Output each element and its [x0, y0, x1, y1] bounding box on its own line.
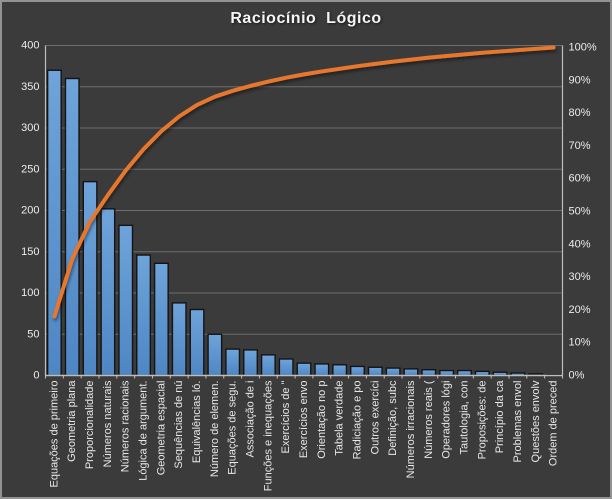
axis-labels: 0 50 100 150 200 250 300 350 400 0% 10% 20% 30% 40% 50…: [21, 40, 597, 492]
frequency-bar[interactable]: [136, 254, 152, 377]
category-label: Definição, subc: [387, 380, 399, 456]
frequency-bar[interactable]: [456, 369, 472, 377]
category-label: Ordem de preced: [548, 381, 560, 467]
frequency-bar[interactable]: [171, 302, 187, 377]
cumulative-line[interactable]: [52, 45, 556, 319]
category-label: Exercícios de ": [280, 380, 292, 453]
bar-series[interactable]: [46, 69, 562, 377]
category-label: Tautologia, con: [458, 380, 470, 454]
right-axis-tick-label: 70%: [569, 140, 591, 152]
category-label: Equações de segu.: [227, 381, 239, 475]
category-label: Orientação no p: [316, 381, 328, 459]
frequency-bar[interactable]: [314, 363, 330, 377]
left-axis-tick-label: 150: [21, 246, 39, 258]
left-axis-tick-label: 50: [27, 328, 39, 340]
frequency-bar[interactable]: [439, 369, 455, 377]
category-label: Questões envolv: [530, 380, 542, 462]
cumulative-line-series[interactable]: [52, 45, 556, 319]
frequency-bar[interactable]: [207, 333, 223, 377]
frequency-bar[interactable]: [296, 362, 312, 377]
frequency-bar[interactable]: [100, 208, 116, 377]
right-axis-tick-label: 0%: [569, 370, 585, 382]
category-label: Geometria espacial: [155, 381, 167, 476]
category-label: Problemas envol: [512, 381, 524, 463]
category-label: Números naturais: [102, 380, 114, 467]
left-axis-tick-label: 200: [21, 205, 39, 217]
category-label: Funções e inequações: [262, 380, 274, 491]
left-axis-tick-label: 400: [21, 40, 39, 52]
category-label: Operadores lógi: [441, 381, 453, 459]
left-axis-tick-label: 350: [21, 81, 39, 93]
right-axis-tick-label: 60%: [569, 173, 591, 185]
right-axis-tick-label: 30%: [569, 271, 591, 283]
frequency-bar[interactable]: [385, 367, 401, 377]
frequency-bar[interactable]: [367, 366, 383, 377]
category-label: Princípio da ca: [494, 380, 506, 454]
left-axis-tick-label: 300: [21, 122, 39, 134]
category-label: Tabela verdade: [334, 381, 346, 456]
frequency-bar[interactable]: [421, 369, 437, 377]
frequency-bar[interactable]: [46, 69, 62, 377]
left-axis-tick-label: 0: [33, 370, 39, 382]
frequency-bar[interactable]: [243, 349, 258, 377]
category-label: Número de elemen.: [209, 381, 221, 478]
frequency-bar[interactable]: [260, 354, 276, 377]
chart-title: Raciocínio Lógico: [230, 10, 382, 27]
left-axis-tick-label: 100: [21, 287, 39, 299]
frequency-bar[interactable]: [225, 348, 241, 377]
frequency-bar[interactable]: [350, 365, 365, 377]
right-axis-tick-label: 80%: [569, 107, 591, 119]
frequency-bar[interactable]: [189, 308, 205, 377]
axes: [44, 45, 564, 379]
category-label: Exercícios envo: [298, 381, 310, 459]
category-label: Proposições: de: [476, 381, 488, 460]
category-label: Equações de primeiro: [48, 381, 60, 488]
category-label: Associação de i: [245, 381, 257, 458]
frequency-bar[interactable]: [403, 368, 419, 377]
frequency-bar[interactable]: [153, 262, 169, 377]
category-label: Equivalências ló.: [191, 381, 203, 464]
category-label: Sequências de nú: [173, 381, 185, 469]
category-label: Geometria plana: [66, 380, 78, 462]
frequency-bar[interactable]: [278, 358, 294, 377]
frequency-bar[interactable]: [64, 77, 80, 377]
right-axis-tick-label: 40%: [569, 238, 591, 250]
right-axis-tick-label: 20%: [569, 304, 591, 316]
frequency-bar[interactable]: [82, 180, 98, 377]
category-label: Outros exercíci: [369, 381, 381, 455]
right-axis-tick-label: 50%: [569, 206, 591, 218]
right-axis-tick-label: 90%: [569, 74, 591, 86]
frequency-bar[interactable]: [332, 364, 348, 377]
category-label: Números reais (: [423, 380, 435, 459]
category-label: Lógica de argument.: [138, 381, 150, 481]
category-label: Números irracionais: [405, 380, 417, 478]
category-label: Números racionais: [120, 380, 132, 472]
left-axis-tick-label: 250: [21, 163, 39, 175]
frequency-bar[interactable]: [118, 224, 134, 377]
right-axis-tick-label: 10%: [569, 337, 591, 349]
category-label: Proporcionalidade: [84, 381, 96, 470]
category-label: Radiciação e po: [351, 381, 363, 460]
right-axis-tick-label: 100%: [569, 42, 597, 54]
